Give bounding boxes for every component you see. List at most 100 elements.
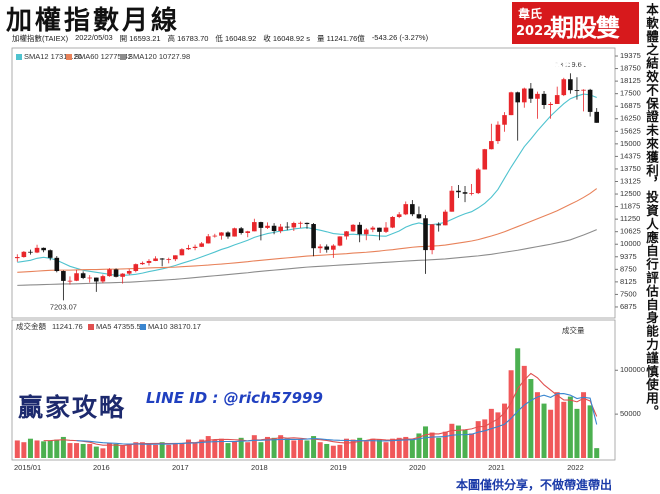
volume-bar bbox=[27, 438, 33, 458]
candle-body bbox=[271, 225, 277, 232]
candle-body bbox=[390, 216, 395, 228]
volume-bar bbox=[172, 443, 178, 458]
candle-body bbox=[587, 89, 593, 112]
legend-label: SMA12 17310.20 bbox=[24, 52, 82, 61]
candle-body bbox=[403, 204, 409, 215]
y-tick-label: 18750 bbox=[620, 64, 641, 73]
x-tick-label: 2020 bbox=[409, 463, 426, 472]
chart-title: 加權指數月線 bbox=[6, 6, 181, 35]
volume-bar bbox=[521, 365, 527, 458]
candle-body bbox=[252, 222, 257, 232]
y-tick-label: 13750 bbox=[620, 164, 641, 173]
legend-swatch bbox=[88, 324, 94, 330]
x-tick-label: 2017 bbox=[172, 463, 189, 472]
volume-bar bbox=[264, 436, 270, 458]
volume-bar bbox=[436, 437, 442, 458]
candle-body bbox=[225, 232, 231, 237]
candle-body bbox=[245, 231, 251, 233]
volume-bar bbox=[376, 439, 382, 458]
y-tick-label: 8125 bbox=[620, 277, 637, 286]
line-id: LINE ID : @rich57999 bbox=[146, 389, 323, 407]
y-tick-label: 100000 bbox=[620, 365, 645, 374]
volume-title: 成交量 bbox=[562, 325, 585, 335]
y-tick-label: 11250 bbox=[620, 214, 640, 223]
volume-bar bbox=[100, 448, 106, 458]
y-tick-label: 19375 bbox=[620, 51, 641, 60]
volume-bar bbox=[14, 440, 20, 458]
candle-body bbox=[383, 227, 389, 232]
volume-bar bbox=[561, 401, 567, 458]
candle-body bbox=[74, 273, 79, 281]
volume-bar bbox=[67, 443, 73, 458]
candle-body bbox=[317, 246, 323, 249]
candle-body bbox=[304, 222, 310, 225]
volume-bar bbox=[337, 444, 343, 458]
candle-body bbox=[199, 243, 204, 247]
y-tick-label: 15000 bbox=[620, 139, 641, 148]
legend-swatch bbox=[140, 324, 146, 330]
candle-body bbox=[521, 88, 527, 103]
candle-body bbox=[291, 223, 297, 228]
volume-bar bbox=[245, 442, 251, 458]
candle-body bbox=[574, 90, 580, 91]
volume-bar bbox=[416, 433, 422, 458]
info-item: 高 16783.70 bbox=[167, 34, 209, 43]
candle-body bbox=[80, 273, 86, 278]
x-tick-label: 2019 bbox=[330, 463, 347, 472]
x-tick-label: 2015/01 bbox=[14, 463, 41, 472]
volume-bar bbox=[396, 437, 402, 458]
x-tick-label: 2022 bbox=[567, 463, 584, 472]
y-tick-label: 14375 bbox=[620, 151, 641, 160]
candle-body bbox=[153, 258, 158, 261]
candle-body bbox=[54, 257, 60, 272]
y-tick-label: 10000 bbox=[620, 239, 641, 248]
candle-body bbox=[423, 218, 428, 251]
candle-body bbox=[238, 228, 244, 233]
volume-bar bbox=[93, 446, 99, 458]
volume-bar bbox=[363, 441, 369, 458]
x-tick-label: 2018 bbox=[251, 463, 268, 472]
y-tick-label: 12500 bbox=[620, 189, 641, 198]
candle-body bbox=[535, 93, 540, 99]
volume-bar bbox=[357, 437, 363, 458]
banner-name: 期股雙霸天 bbox=[550, 14, 620, 77]
volume-bar bbox=[469, 433, 475, 458]
candle-body bbox=[548, 103, 553, 106]
candle-body bbox=[173, 255, 178, 260]
ma-line bbox=[17, 93, 597, 276]
volume-bar bbox=[34, 440, 40, 458]
candle-body bbox=[113, 269, 119, 277]
volume-bar bbox=[166, 444, 172, 458]
candle-body bbox=[429, 224, 435, 251]
banner-top: 韋氏 bbox=[518, 7, 543, 21]
y-tick-label: 11875 bbox=[620, 202, 640, 211]
candle-body bbox=[166, 259, 172, 261]
volume-bar bbox=[199, 439, 205, 458]
volume-bar bbox=[554, 392, 560, 458]
volume-bar bbox=[120, 445, 126, 458]
candle-body bbox=[159, 258, 165, 260]
candle-body bbox=[541, 93, 547, 106]
note: 本圖僅供分享，不做帶進帶出 bbox=[456, 478, 613, 492]
candle-body bbox=[449, 190, 455, 212]
volume-bar bbox=[515, 348, 521, 458]
volume-bar bbox=[502, 403, 508, 458]
candle-body bbox=[456, 190, 461, 193]
volume-bar bbox=[126, 443, 132, 458]
volume-bar bbox=[185, 439, 191, 458]
volume-bar bbox=[311, 436, 317, 458]
y-tick-label: 9375 bbox=[620, 252, 637, 261]
candle-body bbox=[568, 79, 573, 91]
volume-bar bbox=[574, 408, 580, 458]
legend-swatch bbox=[120, 54, 126, 60]
candle-body bbox=[528, 88, 534, 99]
ma-line bbox=[76, 393, 598, 445]
candle-body bbox=[594, 111, 600, 123]
y-tick-label: 50000 bbox=[620, 409, 641, 418]
volume-bar bbox=[179, 443, 185, 458]
y-tick-label: 8750 bbox=[620, 264, 637, 273]
volume-bar bbox=[47, 440, 53, 458]
volume-bar bbox=[284, 438, 290, 458]
info-item: 收 16048.92 s bbox=[263, 34, 310, 43]
